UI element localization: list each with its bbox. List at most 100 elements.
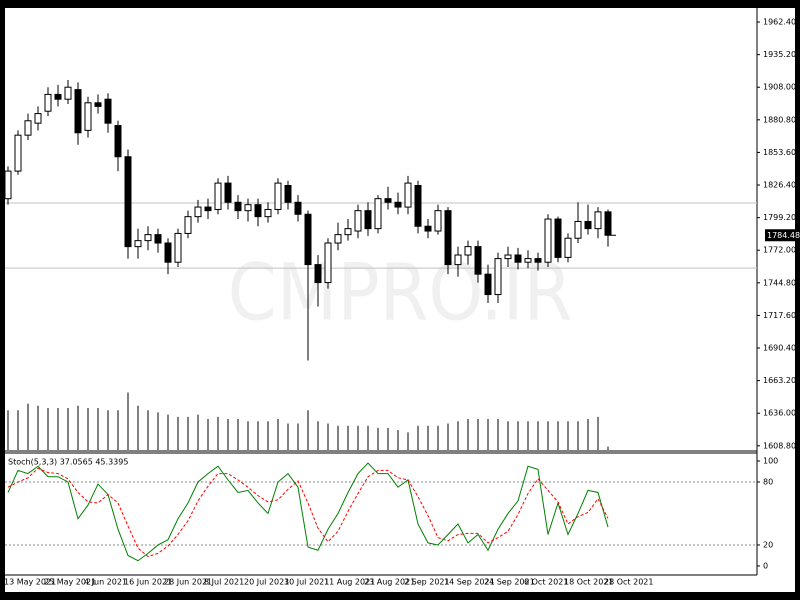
candle-body [264, 208, 272, 218]
candle-body [94, 102, 102, 107]
candle-body [554, 218, 562, 258]
candle-body [274, 182, 282, 210]
candle-body [234, 201, 242, 212]
candle-body [114, 125, 122, 158]
candle-body [544, 218, 552, 263]
y-tick-label: 100 [763, 456, 778, 465]
candle-body [204, 206, 212, 212]
candle-body [594, 211, 602, 230]
y-tick-label: 1608.80 [763, 441, 796, 450]
candle-body [14, 134, 22, 172]
y-tick-label: 1690.40 [763, 344, 796, 353]
candle-body [514, 254, 522, 263]
y-tick-label: 20 [763, 540, 773, 549]
candle-body [164, 242, 172, 263]
candle-body [454, 254, 462, 266]
y-tick-label: 1636.00 [763, 409, 796, 418]
candle-body [24, 120, 32, 136]
candle-body [394, 201, 402, 208]
candle-body [604, 211, 612, 236]
candle-body [424, 225, 432, 232]
current-price-label: 1784.48 [767, 231, 800, 240]
x-tick-label: 18 Oct 2021 [564, 578, 613, 587]
candle-body [284, 184, 292, 203]
y-tick-label: 1744.80 [763, 278, 796, 287]
candle-body [404, 182, 412, 208]
current-price-box [765, 229, 795, 242]
x-tick-label: 24 Sep 2021 [484, 578, 535, 587]
candle-body [574, 220, 582, 239]
candle-body [74, 89, 82, 134]
candle-body [194, 206, 202, 218]
candle-body [524, 258, 532, 263]
watermark: CMPRO.IR [228, 248, 572, 338]
x-tick-label: 23 Aug 2021 [364, 578, 415, 587]
candle-body [324, 242, 332, 284]
candle-body [384, 198, 392, 203]
y-tick-label: 1880.80 [763, 115, 796, 124]
y-tick-label: 0 [763, 561, 768, 570]
candle-body [314, 264, 322, 284]
x-tick-label: 4 Jun 2021 [84, 578, 127, 587]
candle-body [154, 234, 162, 244]
candle-body [344, 228, 352, 236]
candle-body [84, 102, 92, 131]
y-tick-label: 1717.60 [763, 311, 796, 320]
y-tick-label: 1853.60 [763, 148, 796, 157]
y-tick-label: 1935.20 [763, 50, 796, 59]
x-tick-label: 20 Jul 2021 [244, 578, 289, 587]
x-tick-label: 2 Sep 2021 [404, 578, 450, 587]
candle-body [54, 93, 62, 100]
x-tick-label: 25 May 2021 [44, 578, 96, 587]
candle-body [474, 246, 482, 275]
x-tick-label: 6 Oct 2021 [524, 578, 568, 587]
y-tick-label: 1663.20 [763, 376, 796, 385]
candle-body [304, 213, 312, 266]
candle-body [44, 93, 52, 112]
candle-body [144, 234, 152, 242]
candle-body [364, 210, 372, 230]
candle-body [414, 184, 422, 227]
x-tick-label: 13 May 2021 [4, 578, 56, 587]
candle-body [584, 220, 592, 230]
candle-body [504, 254, 512, 260]
candle-body [464, 246, 472, 256]
x-tick-label: 28 Oct 2021 [604, 578, 653, 587]
stochastic-line [7, 467, 609, 558]
candle-body [294, 201, 302, 215]
candle-body [214, 182, 222, 210]
y-tick-label: 1908.00 [763, 83, 796, 92]
candle-body [354, 210, 362, 232]
y-tick-label: 1772.00 [763, 246, 796, 255]
candle-body [434, 210, 442, 232]
candle-body [484, 273, 492, 296]
candle-body [64, 86, 72, 100]
x-tick-label: 28 Jun 2021 [164, 578, 212, 587]
candle-body [104, 98, 112, 124]
y-tick-label: 1962.40 [763, 18, 796, 27]
x-tick-label: 14 Sep 2021 [444, 578, 495, 587]
candle-body [224, 182, 232, 203]
candle-body [444, 210, 452, 266]
candle-body [374, 198, 382, 230]
y-tick-label: 80 [763, 477, 773, 486]
background [5, 8, 795, 592]
y-tick-label: 1826.40 [763, 181, 796, 190]
x-tick-label: 30 Jul 2021 [284, 578, 329, 587]
candle-body [564, 237, 572, 258]
x-tick-label: 11 Aug 2021 [324, 578, 375, 587]
candle-body [174, 232, 182, 263]
x-tick-label: 16 Jun 2021 [124, 578, 172, 587]
x-tick-label: 8 Jul 2021 [204, 578, 244, 587]
candle-body [34, 113, 42, 124]
candle-body [494, 258, 502, 296]
candle-body [244, 204, 252, 212]
candle-body [254, 204, 262, 218]
indicator-title: Stoch(5,3,3) 37.0565 45.3395 [8, 458, 128, 467]
candle-body [134, 240, 142, 248]
candle-body [534, 258, 542, 263]
candle-body [4, 170, 12, 200]
y-tick-label: 1799.20 [763, 213, 796, 222]
